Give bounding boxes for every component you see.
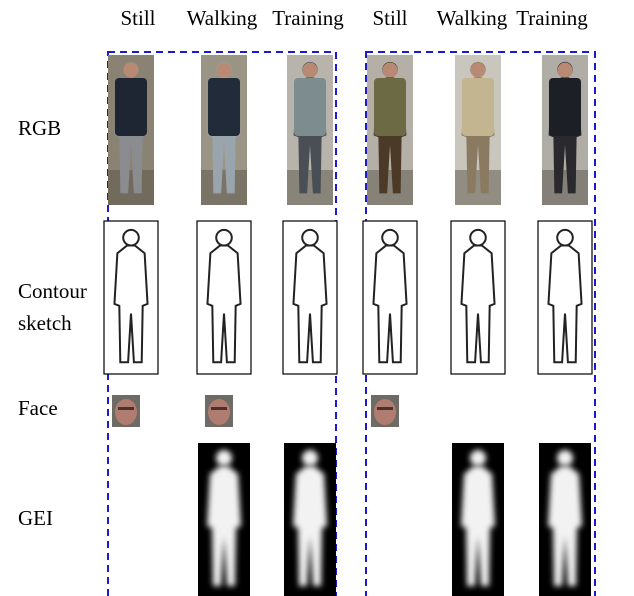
gei-image [284,443,336,596]
gei-head [216,450,232,466]
person-face [302,62,318,78]
row-label: Contour [18,279,87,303]
contour-image [450,220,506,375]
rgb-floor [108,170,154,205]
person-top [549,78,581,136]
face-eyes [211,407,227,410]
gei-head [557,450,573,466]
person-face [382,62,398,78]
contour-body [460,244,496,364]
person-face [557,62,573,78]
gei-body [207,466,241,586]
rgb-floor [287,170,333,205]
face-image [112,395,140,427]
rgb-image [542,55,588,205]
cells [103,55,593,596]
person-top [374,78,406,136]
column-header: Training [516,6,588,30]
face [208,399,230,425]
contour-frame [103,220,159,375]
contour-frame [450,220,506,375]
gei-image [539,443,591,596]
contour-image [282,220,338,375]
face-eyes [377,407,393,410]
contour-frame [362,220,418,375]
row-label: sketch [18,311,72,335]
rgb-floor [201,170,247,205]
rgb-floor [542,170,588,205]
contour-image [103,220,159,375]
rgb-floor [455,170,501,205]
contour-frame [196,220,252,375]
face-eyes [118,407,134,410]
gei-head [302,450,318,466]
person-top [208,78,240,136]
labels: Still Walking Training Still Walking Training… [18,6,588,530]
row-label: RGB [18,116,61,140]
person-top [294,78,326,136]
rgb-image [201,55,247,205]
person-top [462,78,494,136]
contour-body [547,244,583,364]
person-face [470,62,486,78]
row-label: Face [18,396,58,420]
contour-frame [537,220,593,375]
rgb-image [108,55,154,205]
gei-body [461,466,495,586]
column-header: Walking [187,6,258,30]
contour-image [196,220,252,375]
contour-body [206,244,242,364]
row-label: GEI [18,506,53,530]
person-face [216,62,232,78]
rgb-floor [367,170,413,205]
column-header: Walking [437,6,508,30]
face [115,399,137,425]
face-image [371,395,399,427]
contour-body [372,244,408,364]
gei-body [548,466,582,586]
contour-image [362,220,418,375]
rgb-image [367,55,413,205]
contour-frame [282,220,338,375]
person-face [123,62,139,78]
face-image [205,395,233,427]
face [374,399,396,425]
gei-body [293,466,327,586]
person-top [115,78,147,136]
column-header: Training [272,6,344,30]
contour-body [292,244,328,364]
column-header: Still [372,6,407,30]
gei-head [470,450,486,466]
rgb-image [455,55,501,205]
rgb-image [287,55,333,205]
contour-image [537,220,593,375]
gei-image [452,443,504,596]
column-header: Still [120,6,155,30]
contour-body [113,244,149,364]
gei-image [198,443,250,596]
